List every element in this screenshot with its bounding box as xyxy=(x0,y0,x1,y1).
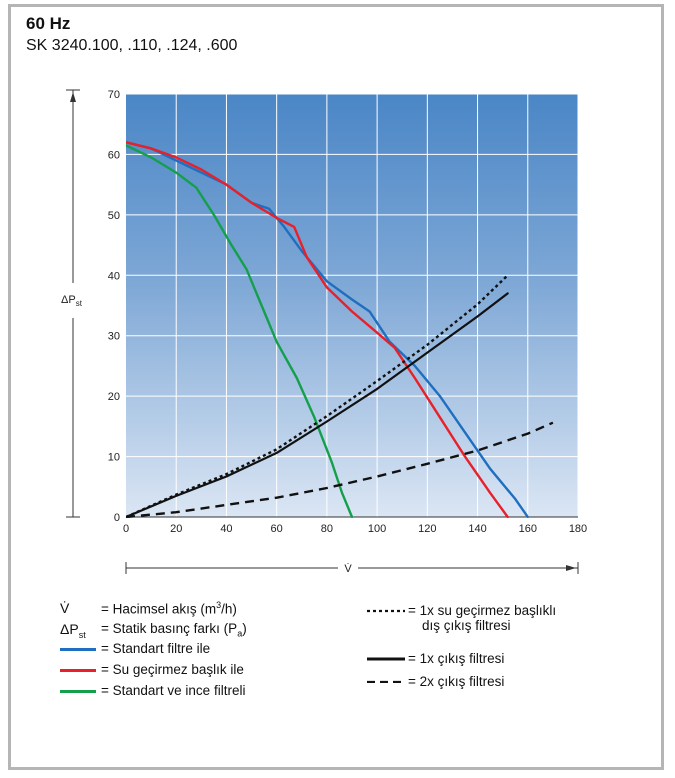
series-lines xyxy=(126,141,554,518)
y-axis: 0 10 20 30 40 50 60 70 xyxy=(108,89,120,524)
x-axis-label: V̇ xyxy=(344,562,352,575)
series-line-2 xyxy=(126,141,509,518)
legend-left: V̇ = Hacimsel akış (m3/h) ΔPst = Statik … xyxy=(60,600,247,698)
plot-background xyxy=(126,94,578,517)
legend-item-dotted-line2: dış çıkış filtresi xyxy=(422,618,511,633)
y-tick-label: 30 xyxy=(108,331,120,343)
series-line-6 xyxy=(126,421,554,518)
axis-annotations: ΔPst V̇ xyxy=(61,89,579,575)
x-tick-label: 160 xyxy=(519,523,537,535)
y-tick-label: 10 xyxy=(108,452,120,464)
series-line-5 xyxy=(126,292,509,518)
y-tick-label: 40 xyxy=(108,270,120,282)
x-tick-label: 20 xyxy=(170,523,182,535)
x-tick-label: 0 xyxy=(123,523,129,535)
y-tick-label: 0 xyxy=(114,512,120,524)
legend-swatch-green xyxy=(60,690,96,693)
x-tick-label: 180 xyxy=(569,523,587,535)
grid-lines xyxy=(126,93,579,517)
x-tick-label: 80 xyxy=(321,523,333,535)
y-tick-label: 60 xyxy=(108,149,120,161)
x-axis: 0 20 40 60 80 100 120 140 160 180 xyxy=(123,516,587,535)
x-tick-label: 100 xyxy=(368,523,386,535)
legend-item-solid: = 1x çıkış filtresi xyxy=(408,651,505,666)
legend-item-dotted-line1: = 1x su geçirmez başlıklı xyxy=(408,603,557,618)
legend-right-swatches xyxy=(367,609,405,683)
y-axis-label: ΔPst xyxy=(61,294,83,308)
chart-subtitle: SK 3240.100, .110, .124, .600 xyxy=(26,37,238,54)
legend-swatch-blue xyxy=(60,648,96,651)
legend-item-dashed: = 2x çıkış filtresi xyxy=(408,674,505,689)
legend-swatch-red xyxy=(60,669,96,672)
series-line-4 xyxy=(126,274,509,518)
x-tick-label: 60 xyxy=(271,523,283,535)
chart-title: 60 Hz xyxy=(26,14,71,33)
series-line-1 xyxy=(126,141,529,518)
y-tick-label: 20 xyxy=(108,391,120,403)
legend-right: = 1x su geçirmez başlıklı dış çıkış filt… xyxy=(365,603,655,713)
y-tick-label: 70 xyxy=(108,89,120,101)
y-tick-label: 50 xyxy=(108,210,120,222)
x-tick-label: 40 xyxy=(220,523,232,535)
x-tick-label: 140 xyxy=(468,523,486,535)
x-indicator-arrow xyxy=(566,565,576,571)
figure-frame xyxy=(8,4,664,770)
y-indicator-arrow xyxy=(70,92,76,102)
series-line-3 xyxy=(126,144,354,518)
x-tick-label: 120 xyxy=(418,523,436,535)
